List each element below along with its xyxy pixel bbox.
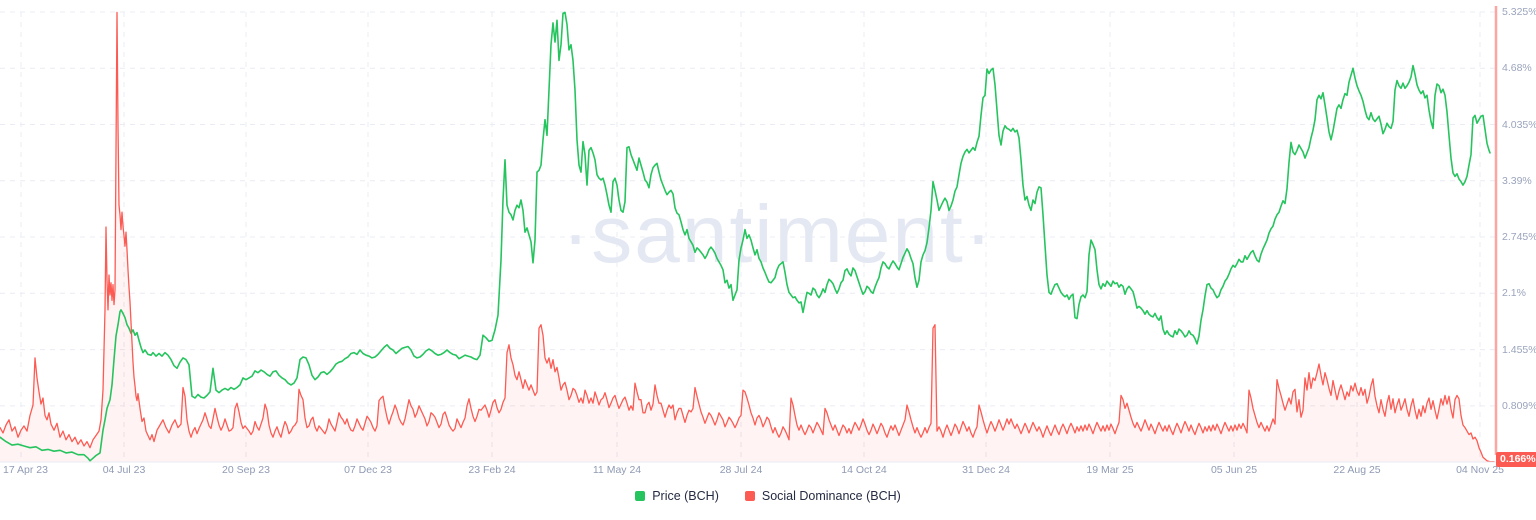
x-axis-tick-label: 05 Jun 25 — [1210, 464, 1258, 476]
y-axis-tick-label: 2.1% — [1502, 287, 1526, 299]
legend-label-price: Price (BCH) — [652, 489, 719, 503]
x-axis-tick-label: 11 May 24 — [592, 464, 642, 476]
legend: Price (BCH) Social Dominance (BCH) — [0, 489, 1536, 503]
x-axis-tick-label: 19 Mar 25 — [1086, 464, 1134, 476]
y-axis-tick-label: 1.455% — [1502, 344, 1536, 356]
price-series-swatch-icon — [635, 491, 646, 501]
x-axis-tick-label: 23 Feb 24 — [468, 464, 516, 476]
legend-item-social-dominance[interactable]: Social Dominance (BCH) — [744, 489, 901, 503]
y-axis-tick-label: 4.68% — [1502, 62, 1532, 74]
x-axis-tick-label: 14 Oct 24 — [841, 464, 887, 476]
x-axis-tick-label: 31 Dec 24 — [962, 464, 1010, 476]
y-axis-tick-label: 3.39% — [1502, 175, 1532, 187]
social-dominance-area — [0, 12, 1494, 463]
x-axis-tick-label: 28 Jul 24 — [719, 464, 763, 476]
x-axis-tick-label: 20 Sep 23 — [222, 464, 270, 476]
legend-label-social-dominance: Social Dominance (BCH) — [761, 489, 901, 503]
x-axis-tick-label: 04 Jul 23 — [102, 464, 146, 476]
social-dominance-series-swatch-icon — [744, 491, 755, 501]
x-axis-tick-label: 07 Dec 23 — [344, 464, 392, 476]
y-axis-tick-label: 2.745% — [1502, 231, 1536, 243]
last-value-badge: 0.166% — [1496, 452, 1536, 467]
y-axis-tick-label: 5.325% — [1502, 6, 1536, 18]
price-line — [0, 11, 1491, 462]
x-axis-tick-label: 17 Apr 23 — [3, 464, 48, 476]
y-axis-tick-label: 4.035% — [1502, 119, 1536, 131]
social-dominance-line — [0, 11, 1495, 463]
x-axis-tick-label: 22 Aug 25 — [1333, 464, 1381, 476]
legend-item-price[interactable]: Price (BCH) — [635, 489, 719, 503]
y-axis-tick-label: 0.809% — [1502, 400, 1536, 412]
x-axis-tick-label: 04 Nov 25 — [1456, 464, 1504, 476]
